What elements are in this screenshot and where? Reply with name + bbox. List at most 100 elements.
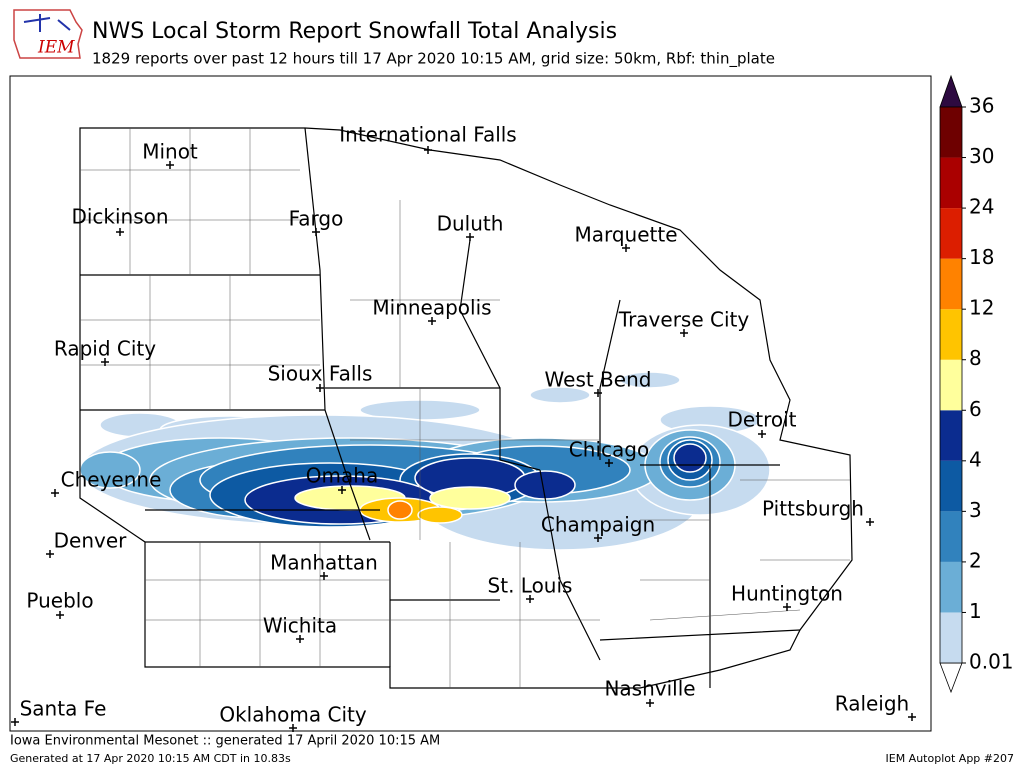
subtitle: 1829 reports over past 12 hours till 17 … — [92, 50, 775, 69]
snowfall-field — [79, 371, 771, 551]
snow-contour — [673, 443, 707, 473]
city-marker — [46, 550, 54, 558]
city-marker — [680, 329, 688, 337]
city-label: Rapid City — [54, 337, 156, 361]
city-label: Dickinson — [71, 205, 168, 229]
city-marker — [166, 161, 174, 169]
city-label: Sioux Falls — [268, 362, 373, 386]
colorbar-segment — [940, 460, 962, 512]
city-marker — [296, 635, 304, 643]
snow-contour — [387, 500, 413, 520]
city-label: West Bend — [545, 368, 652, 392]
city-label: Cheyenne — [61, 468, 162, 492]
city-marker — [316, 384, 324, 392]
colorbar-segment — [940, 258, 962, 310]
city-marker — [866, 518, 874, 526]
city-marker — [783, 603, 791, 611]
snow-contour — [619, 371, 681, 389]
map-frame — [9, 75, 932, 732]
colorbar-segment — [940, 612, 962, 663]
title: NWS Local Storm Report Snowfall Total An… — [92, 19, 617, 44]
city-label: International Falls — [339, 123, 516, 147]
city-label: Oklahoma City — [219, 703, 367, 727]
county-lines — [80, 128, 850, 688]
city-marker — [646, 699, 654, 707]
logo: IEM — [13, 9, 83, 59]
colorbar-segment — [940, 309, 962, 360]
logo-text: IEM — [37, 38, 75, 58]
colorbar-segment — [940, 410, 962, 461]
state-lines — [80, 127, 801, 688]
city-marker — [101, 358, 109, 366]
city-label: Champaign — [541, 513, 655, 537]
colorbar-label: 36 — [969, 94, 994, 118]
footer-left: Iowa Environmental Mesonet :: generated … — [10, 734, 440, 749]
snow-contour — [429, 486, 511, 510]
city-label: Pueblo — [26, 589, 93, 613]
city-label: Manhattan — [270, 551, 378, 575]
colorbar-segment — [940, 107, 962, 158]
colorbar-label: 8 — [969, 346, 982, 370]
city-label: Denver — [54, 529, 128, 553]
colorbar-segment — [940, 561, 962, 613]
city-marker — [56, 611, 64, 619]
colorbar-label: 24 — [969, 195, 994, 219]
city-marker — [526, 595, 534, 603]
colorbar-label: 0.01 — [969, 650, 1014, 674]
city-marker — [758, 430, 766, 438]
snow-contour — [417, 506, 463, 524]
city-label: Pittsburgh — [762, 497, 864, 521]
city-marker — [116, 228, 124, 236]
city-marker — [11, 718, 19, 726]
colorbar-label: 6 — [969, 397, 982, 421]
city-marker — [320, 572, 328, 580]
snow-contour — [529, 386, 591, 404]
city-label: Omaha — [306, 464, 378, 488]
city-label: Traverse City — [618, 308, 750, 332]
colorbar-under — [939, 662, 963, 694]
colorbar-label: 2 — [969, 548, 982, 572]
city-marker — [51, 489, 59, 497]
colorbar-label: 30 — [969, 144, 994, 168]
colorbar-frame — [939, 106, 963, 664]
colorbar-segment — [940, 208, 962, 259]
logo-shape — [13, 9, 83, 59]
city-marker — [424, 146, 432, 154]
city-marker — [594, 389, 602, 397]
city-label: Chicago — [569, 438, 649, 462]
city-label: Minneapolis — [372, 296, 491, 320]
colorbar-label: 18 — [969, 245, 994, 269]
logo-icon — [23, 14, 71, 32]
city-label: St. Louis — [488, 574, 573, 598]
city-marker — [908, 713, 916, 721]
city-label: Fargo — [289, 207, 344, 231]
city-label: Wichita — [263, 614, 337, 638]
colorbar-label: 4 — [969, 447, 982, 471]
city-label: Detroit — [728, 408, 797, 432]
city-label: Huntington — [731, 582, 843, 606]
city-marker — [605, 459, 613, 467]
city-marker — [594, 534, 602, 542]
city-label: Santa Fe — [20, 697, 107, 721]
city-labels: Minot International Falls Dickinson Fargo Du… — [11, 123, 916, 732]
city-label: Nashville — [604, 677, 695, 701]
city-marker — [466, 233, 474, 241]
colorbar-segment — [940, 511, 962, 562]
city-marker — [289, 724, 297, 732]
city-marker — [312, 228, 320, 236]
colorbar-label: 1 — [969, 599, 982, 623]
city-label: Raleigh — [835, 692, 910, 716]
city-label: Marquette — [574, 223, 677, 247]
city-marker — [428, 317, 436, 325]
colorbar-segment — [940, 157, 962, 209]
colorbar-over — [939, 74, 963, 108]
colorbar-label: 12 — [969, 296, 994, 320]
colorbar-label: 3 — [969, 498, 982, 522]
city-label: Minot — [142, 140, 198, 164]
footer-small: Generated at 17 Apr 2020 10:15 AM CDT in… — [10, 752, 291, 765]
city-label: Duluth — [437, 212, 504, 236]
boundaries — [79, 127, 853, 689]
city-marker — [622, 244, 630, 252]
